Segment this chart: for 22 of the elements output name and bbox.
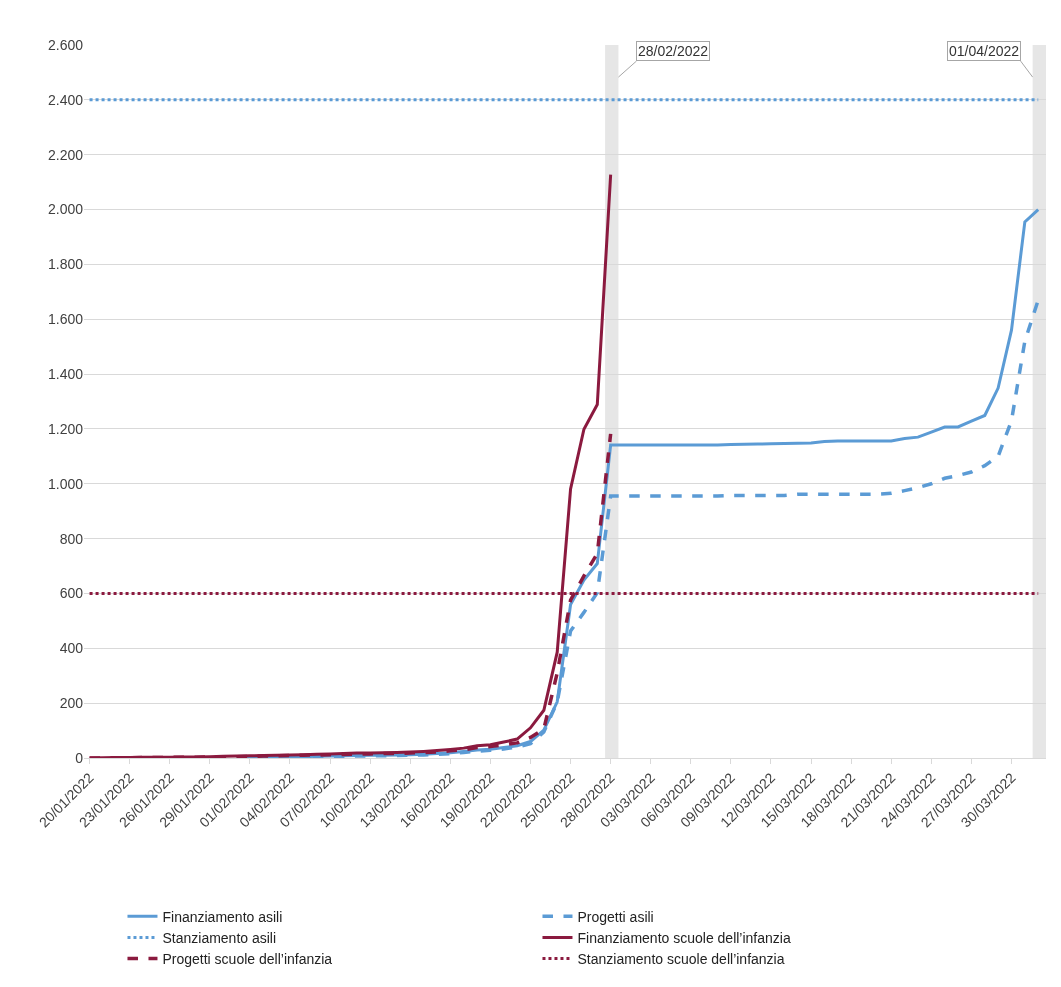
y-tick-label: 200: [59, 695, 84, 712]
legend-label: Progetti scuole dell’infanzia: [162, 951, 333, 968]
y-tick-label: 600: [59, 585, 84, 602]
band-label: 28/02/2022: [638, 43, 709, 59]
y-tick-label: 2.400: [47, 91, 84, 108]
y-tick-label: 2.600: [47, 36, 84, 53]
y-tick-label: 2.000: [47, 201, 84, 218]
y-tick-label: 2.200: [47, 146, 84, 163]
y-tick-label: 1.600: [47, 311, 84, 328]
y-tick-label: 800: [59, 530, 84, 547]
y-tick-label: 0: [75, 749, 84, 766]
y-tick-label: 1.400: [47, 365, 84, 382]
legend-label: Finanziamento asili: [162, 908, 283, 925]
legend-label: Finanziamento scuole dell’infanzia: [577, 929, 791, 946]
legend-label: Stanziamento scuole dell’infanzia: [577, 951, 785, 968]
legend-label: Stanziamento asili: [162, 929, 277, 946]
band-label: 01/04/2022: [949, 43, 1020, 59]
y-tick-label: 1.000: [47, 475, 84, 492]
legend-label: Progetti asili: [577, 908, 654, 925]
y-tick-label: 400: [59, 640, 84, 657]
y-tick-label: 1.800: [47, 256, 84, 273]
y-tick-label: 1.200: [47, 420, 84, 437]
